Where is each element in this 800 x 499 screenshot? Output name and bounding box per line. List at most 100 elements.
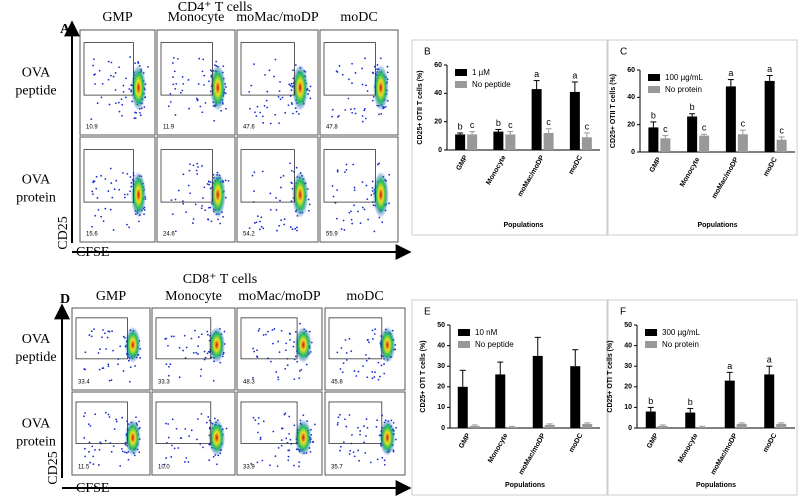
flow-event (121, 450, 124, 453)
flow-event (338, 65, 341, 67)
flow-event (361, 206, 364, 209)
flow-event (268, 69, 271, 72)
flow-event (84, 368, 87, 371)
flow-event (123, 193, 126, 196)
flow-event (201, 205, 203, 207)
flow-event (163, 463, 166, 466)
flow-event (339, 445, 342, 448)
flow-event (299, 322, 301, 325)
error-bar (471, 424, 478, 426)
gate (160, 42, 213, 96)
chart-frame (411, 299, 608, 496)
flow-event (137, 60, 139, 63)
flow-event (185, 211, 188, 213)
flow-event (171, 418, 174, 421)
flow-event (293, 424, 296, 427)
flow-event (361, 67, 364, 70)
gate (323, 149, 376, 203)
flow-event (98, 69, 101, 72)
flow-event (118, 188, 121, 191)
error-bar (739, 129, 746, 135)
row-label: peptide (15, 350, 56, 365)
flow-event (289, 226, 292, 228)
flow-event (353, 107, 356, 110)
flow-event (88, 441, 91, 444)
flow-event (371, 180, 374, 183)
legend-label: 10 nM (475, 328, 498, 337)
gate-percentage: 55.9 (326, 232, 338, 238)
gate (75, 401, 128, 444)
flow-event (252, 416, 255, 419)
row-label: OVA (22, 332, 51, 347)
flow-event (267, 330, 269, 333)
flow-event (355, 375, 358, 377)
flow-event (196, 438, 198, 441)
flow-event (354, 112, 357, 115)
flow-event (253, 63, 255, 66)
flow-event (339, 368, 342, 370)
flow-event (227, 180, 230, 182)
flow-event (339, 413, 341, 416)
flow-event (197, 166, 199, 168)
error-bar (457, 132, 464, 135)
flow-event (350, 210, 352, 213)
bar (457, 386, 468, 428)
flow-event (365, 353, 367, 356)
y-tick-label: 50 (437, 322, 445, 329)
flow-event (395, 438, 397, 441)
flow-event (192, 351, 195, 354)
flow-event (197, 353, 199, 355)
flow-event (287, 455, 290, 458)
flow-event (388, 202, 390, 205)
flow-event (84, 412, 86, 414)
flow-event (359, 222, 362, 225)
bar (736, 423, 747, 428)
flow-event (123, 451, 126, 454)
significance-letter: c (779, 125, 784, 135)
flow-event (143, 209, 146, 211)
flow-event (294, 355, 297, 358)
flow-event (93, 58, 95, 61)
flow-event (90, 330, 93, 333)
flow-event (274, 455, 277, 458)
gate-percentage: 33.4 (78, 380, 90, 386)
flow-event (378, 162, 381, 165)
flow-event (121, 416, 124, 419)
x-tick-label: moMac/moDP (518, 432, 547, 476)
flow-event (200, 368, 203, 371)
flow-event (269, 122, 272, 125)
flow-event (269, 208, 272, 211)
flow-event (353, 204, 356, 207)
flow-event (182, 349, 185, 352)
significance-letter: c (470, 120, 475, 130)
bar (776, 423, 787, 428)
flow-event (366, 90, 369, 92)
y-tick-label: 40 (627, 94, 635, 101)
flow-event (100, 215, 103, 218)
flow-event (110, 74, 112, 77)
flow-event (386, 71, 389, 74)
flow-event (203, 84, 205, 86)
gate-percentage: 47.6 (243, 125, 255, 131)
flow-event (93, 180, 96, 183)
flow-event (197, 83, 200, 85)
bar (648, 127, 659, 152)
flow-event (348, 337, 351, 340)
flow-event (110, 61, 113, 64)
significance-letter: b (651, 110, 656, 120)
panel-label: D (60, 292, 70, 307)
legend-label: 100 µg/mL (665, 73, 704, 82)
row-label: OVA (22, 417, 51, 432)
gate-percentage: 33.9 (243, 465, 255, 471)
flow-event (122, 335, 125, 338)
flow-event (308, 89, 311, 92)
x-tick-label: Monocyte (677, 432, 699, 464)
flow-event (172, 56, 175, 59)
flow-event (294, 330, 297, 333)
panel-title: CD4⁺ T cells (178, 0, 253, 15)
flow-event (361, 120, 364, 123)
flow-event (377, 361, 380, 364)
flow-event (91, 190, 94, 193)
flow-event (84, 351, 87, 354)
flow-event (98, 448, 101, 451)
